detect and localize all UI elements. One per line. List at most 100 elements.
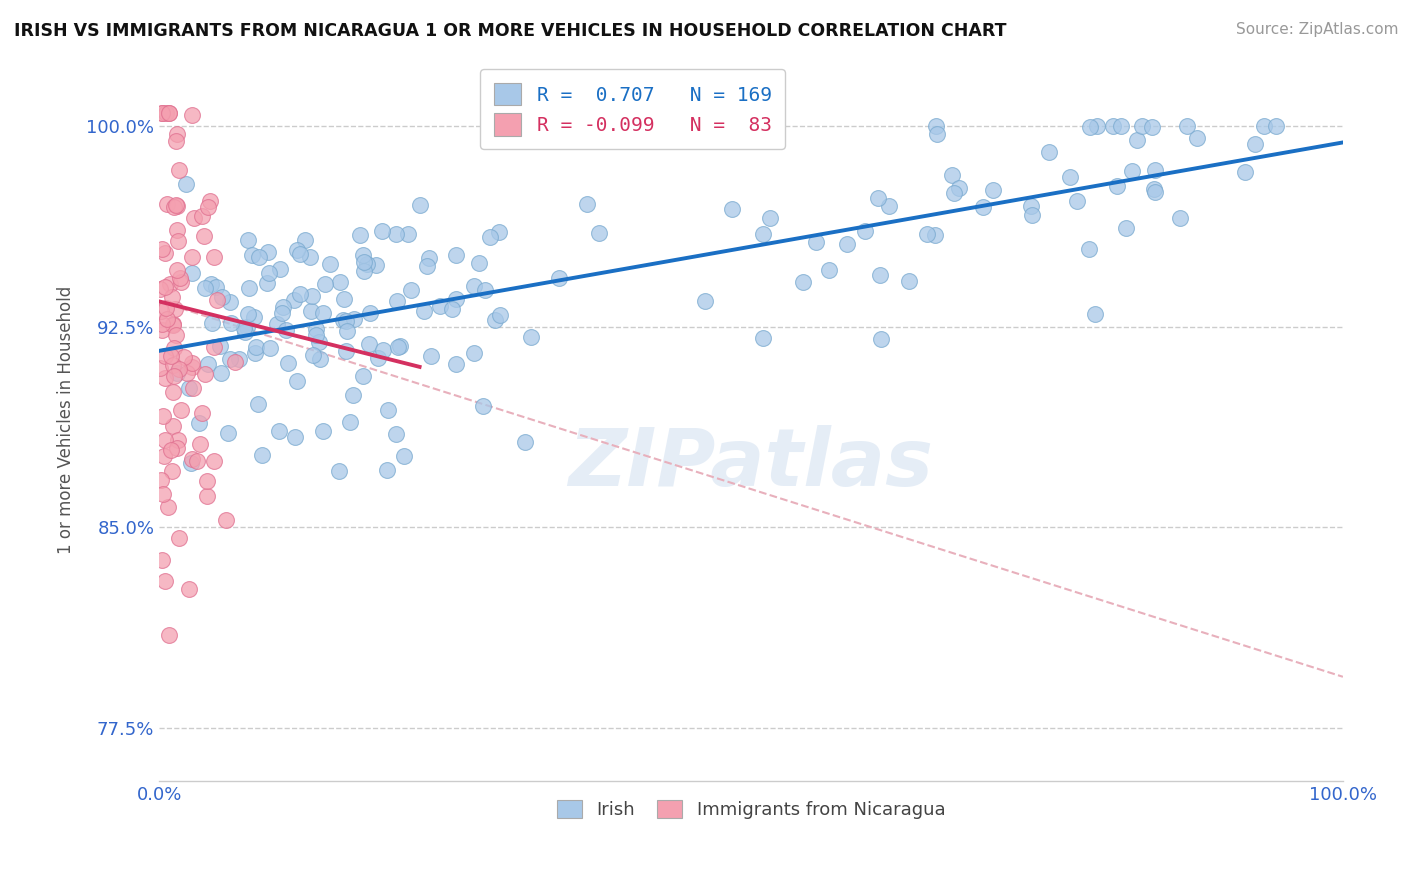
Point	[1126, 132, 1149, 146]
Point	[520, 330, 543, 344]
Point	[1187, 130, 1209, 145]
Point	[342, 388, 364, 402]
Point	[228, 352, 250, 367]
Point	[285, 243, 308, 257]
Point	[236, 233, 259, 247]
Point	[150, 553, 173, 567]
Point	[336, 324, 359, 338]
Point	[256, 276, 278, 290]
Point	[721, 202, 744, 217]
Point	[238, 281, 260, 295]
Point	[163, 369, 186, 384]
Point	[301, 348, 323, 362]
Point	[177, 582, 200, 597]
Point	[166, 441, 188, 455]
Point	[165, 301, 187, 316]
Point	[818, 262, 841, 277]
Point	[177, 381, 200, 395]
Point	[1066, 194, 1088, 208]
Point	[166, 433, 188, 447]
Point	[200, 277, 222, 292]
Point	[245, 346, 267, 360]
Point	[191, 406, 214, 420]
Point	[156, 197, 179, 211]
Point	[167, 531, 190, 545]
Point	[166, 263, 188, 277]
Point	[150, 243, 173, 257]
Point	[166, 223, 188, 237]
Point	[328, 464, 350, 478]
Point	[1021, 208, 1043, 222]
Point	[219, 316, 242, 330]
Point	[385, 227, 408, 241]
Point	[269, 262, 291, 277]
Point	[267, 424, 290, 438]
Point	[418, 251, 440, 265]
Point	[444, 292, 467, 306]
Point	[373, 343, 395, 357]
Point	[399, 283, 422, 297]
Point	[941, 168, 963, 182]
Point	[245, 340, 267, 354]
Point	[1038, 145, 1060, 160]
Point	[751, 227, 773, 242]
Point	[385, 294, 408, 309]
Point	[972, 200, 994, 214]
Point	[205, 293, 228, 307]
Point	[467, 256, 489, 270]
Point	[312, 425, 335, 439]
Point	[396, 227, 419, 241]
Point	[180, 359, 202, 374]
Point	[173, 350, 195, 364]
Point	[301, 289, 323, 303]
Point	[420, 349, 443, 363]
Point	[211, 290, 233, 304]
Point	[309, 352, 332, 367]
Point	[205, 280, 228, 294]
Point	[752, 331, 775, 345]
Point	[166, 366, 188, 380]
Point	[181, 108, 204, 122]
Point	[299, 303, 322, 318]
Point	[305, 327, 328, 342]
Point	[202, 454, 225, 468]
Point	[233, 325, 256, 339]
Point	[349, 228, 371, 243]
Legend: Irish, Immigrants from Nicaragua: Irish, Immigrants from Nicaragua	[550, 792, 952, 826]
Point	[356, 256, 378, 270]
Point	[180, 452, 202, 467]
Point	[188, 437, 211, 451]
Point	[153, 280, 176, 294]
Point	[359, 336, 381, 351]
Point	[488, 225, 510, 239]
Point	[236, 320, 259, 334]
Point	[167, 162, 190, 177]
Point	[197, 201, 219, 215]
Point	[1170, 211, 1192, 225]
Point	[150, 304, 173, 318]
Point	[853, 223, 876, 237]
Point	[515, 435, 537, 450]
Point	[1265, 120, 1288, 134]
Point	[548, 270, 571, 285]
Point	[153, 371, 176, 385]
Point	[215, 513, 238, 527]
Point	[408, 198, 430, 212]
Point	[167, 235, 190, 249]
Point	[208, 339, 231, 353]
Point	[162, 318, 184, 332]
Point	[415, 259, 437, 273]
Point	[224, 355, 246, 369]
Point	[463, 345, 485, 359]
Point	[1115, 221, 1137, 235]
Point	[240, 248, 263, 262]
Point	[183, 211, 205, 226]
Point	[193, 229, 215, 244]
Point	[915, 227, 938, 241]
Point	[150, 473, 173, 487]
Point	[157, 106, 180, 120]
Point	[413, 304, 436, 318]
Point	[925, 120, 948, 134]
Point	[160, 349, 183, 363]
Point	[375, 463, 398, 477]
